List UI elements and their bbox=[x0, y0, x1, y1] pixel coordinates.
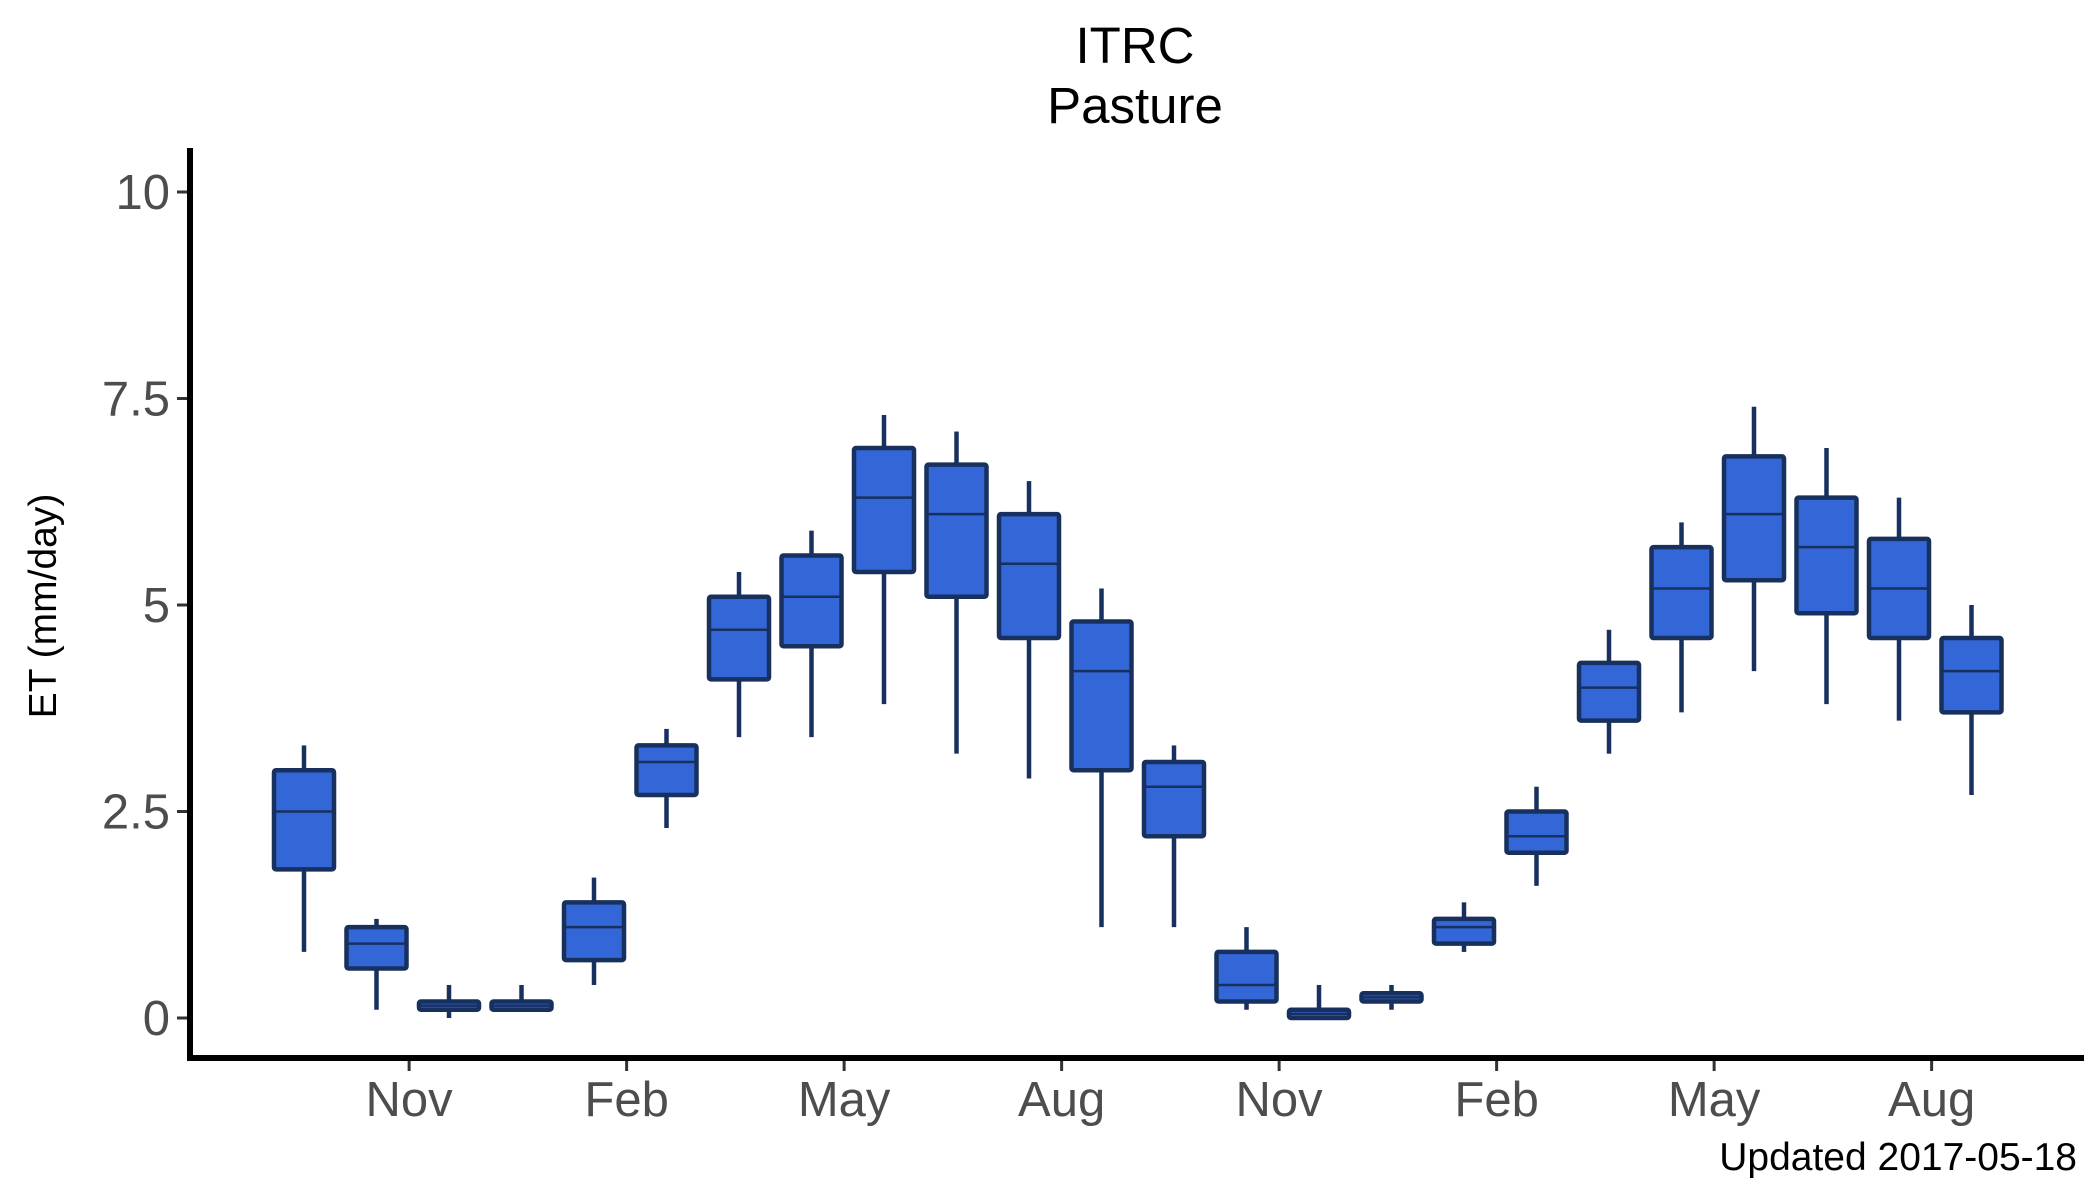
box-body bbox=[561, 900, 627, 963]
y-tick-label: 10 bbox=[115, 166, 170, 220]
x-tick-label: Feb bbox=[584, 1073, 668, 1127]
box-body bbox=[779, 553, 844, 649]
y-tick-label: 5 bbox=[143, 579, 170, 633]
x-tick-label: Feb bbox=[1454, 1073, 1538, 1127]
box-body bbox=[634, 743, 699, 798]
box-body bbox=[851, 445, 917, 575]
box-2016-07 bbox=[924, 431, 989, 754]
box-2016-08 bbox=[996, 481, 1062, 779]
box-2017-03 bbox=[1504, 786, 1569, 886]
y-tick-label: 2.5 bbox=[102, 786, 170, 840]
x-tick-label: Aug bbox=[1018, 1073, 1105, 1127]
box-2017-06 bbox=[1721, 406, 1787, 672]
chart-title: ITRC bbox=[1076, 17, 1195, 74]
x-tick-label: May bbox=[1668, 1073, 1761, 1127]
box-2016-03 bbox=[634, 728, 699, 829]
box-body bbox=[1576, 660, 1642, 723]
y-tick-label: 7.5 bbox=[102, 373, 170, 427]
box-2017-01 bbox=[1359, 984, 1424, 1010]
box-body bbox=[1939, 635, 2004, 715]
box-2017-02 bbox=[1431, 902, 1497, 952]
box-2016-05 bbox=[779, 530, 844, 738]
box-body bbox=[1141, 759, 1207, 839]
box-body bbox=[1721, 454, 1787, 583]
box-2015-12 bbox=[416, 984, 482, 1018]
box-2015-11 bbox=[344, 918, 409, 1010]
box-2017-08 bbox=[1866, 497, 1932, 721]
box-body bbox=[924, 462, 989, 599]
x-tick-label: Nov bbox=[1236, 1073, 1324, 1127]
box-2016-02 bbox=[561, 877, 627, 985]
box-2017-07 bbox=[1794, 448, 1859, 705]
box-body bbox=[344, 924, 409, 971]
chart-subtitle: Pasture bbox=[1047, 77, 1223, 134]
x-tick-label: Aug bbox=[1888, 1073, 1975, 1127]
box-body bbox=[1069, 619, 1134, 773]
box-2016-12 bbox=[1286, 984, 1352, 1021]
box-body bbox=[996, 511, 1062, 641]
plot-marks bbox=[271, 406, 2004, 1021]
box-2017-05 bbox=[1649, 522, 1714, 713]
box-2017-09 bbox=[1939, 605, 2004, 795]
box-2016-04 bbox=[706, 571, 772, 738]
x-axis-ticks: Nov Feb May Aug Nov Feb May Aug bbox=[366, 1058, 1975, 1127]
box-2015-10 bbox=[271, 745, 337, 952]
updated-caption: Updated 2017-05-18 bbox=[1719, 1136, 2077, 1179]
box-2016-10 bbox=[1141, 745, 1207, 928]
box-body bbox=[271, 767, 337, 872]
box-2016-11 bbox=[1214, 927, 1279, 1010]
box-body bbox=[1649, 544, 1714, 641]
y-tick-label: 0 bbox=[143, 992, 170, 1046]
x-tick-label: Nov bbox=[366, 1073, 454, 1127]
box-body bbox=[1431, 916, 1497, 946]
box-2016-06 bbox=[851, 415, 917, 705]
y-axis-ticks: 0 2.5 5 7.5 10 bbox=[102, 166, 190, 1046]
box-2017-04 bbox=[1576, 629, 1642, 754]
box-body bbox=[706, 594, 772, 682]
box-2016-01 bbox=[489, 984, 554, 1012]
y-axis-title: ET (mm/day) bbox=[22, 494, 65, 719]
box-2016-09 bbox=[1069, 588, 1134, 928]
x-tick-label: May bbox=[798, 1073, 891, 1127]
box-body bbox=[1504, 809, 1569, 856]
box-body bbox=[1214, 949, 1279, 1004]
box-body bbox=[1794, 495, 1859, 616]
